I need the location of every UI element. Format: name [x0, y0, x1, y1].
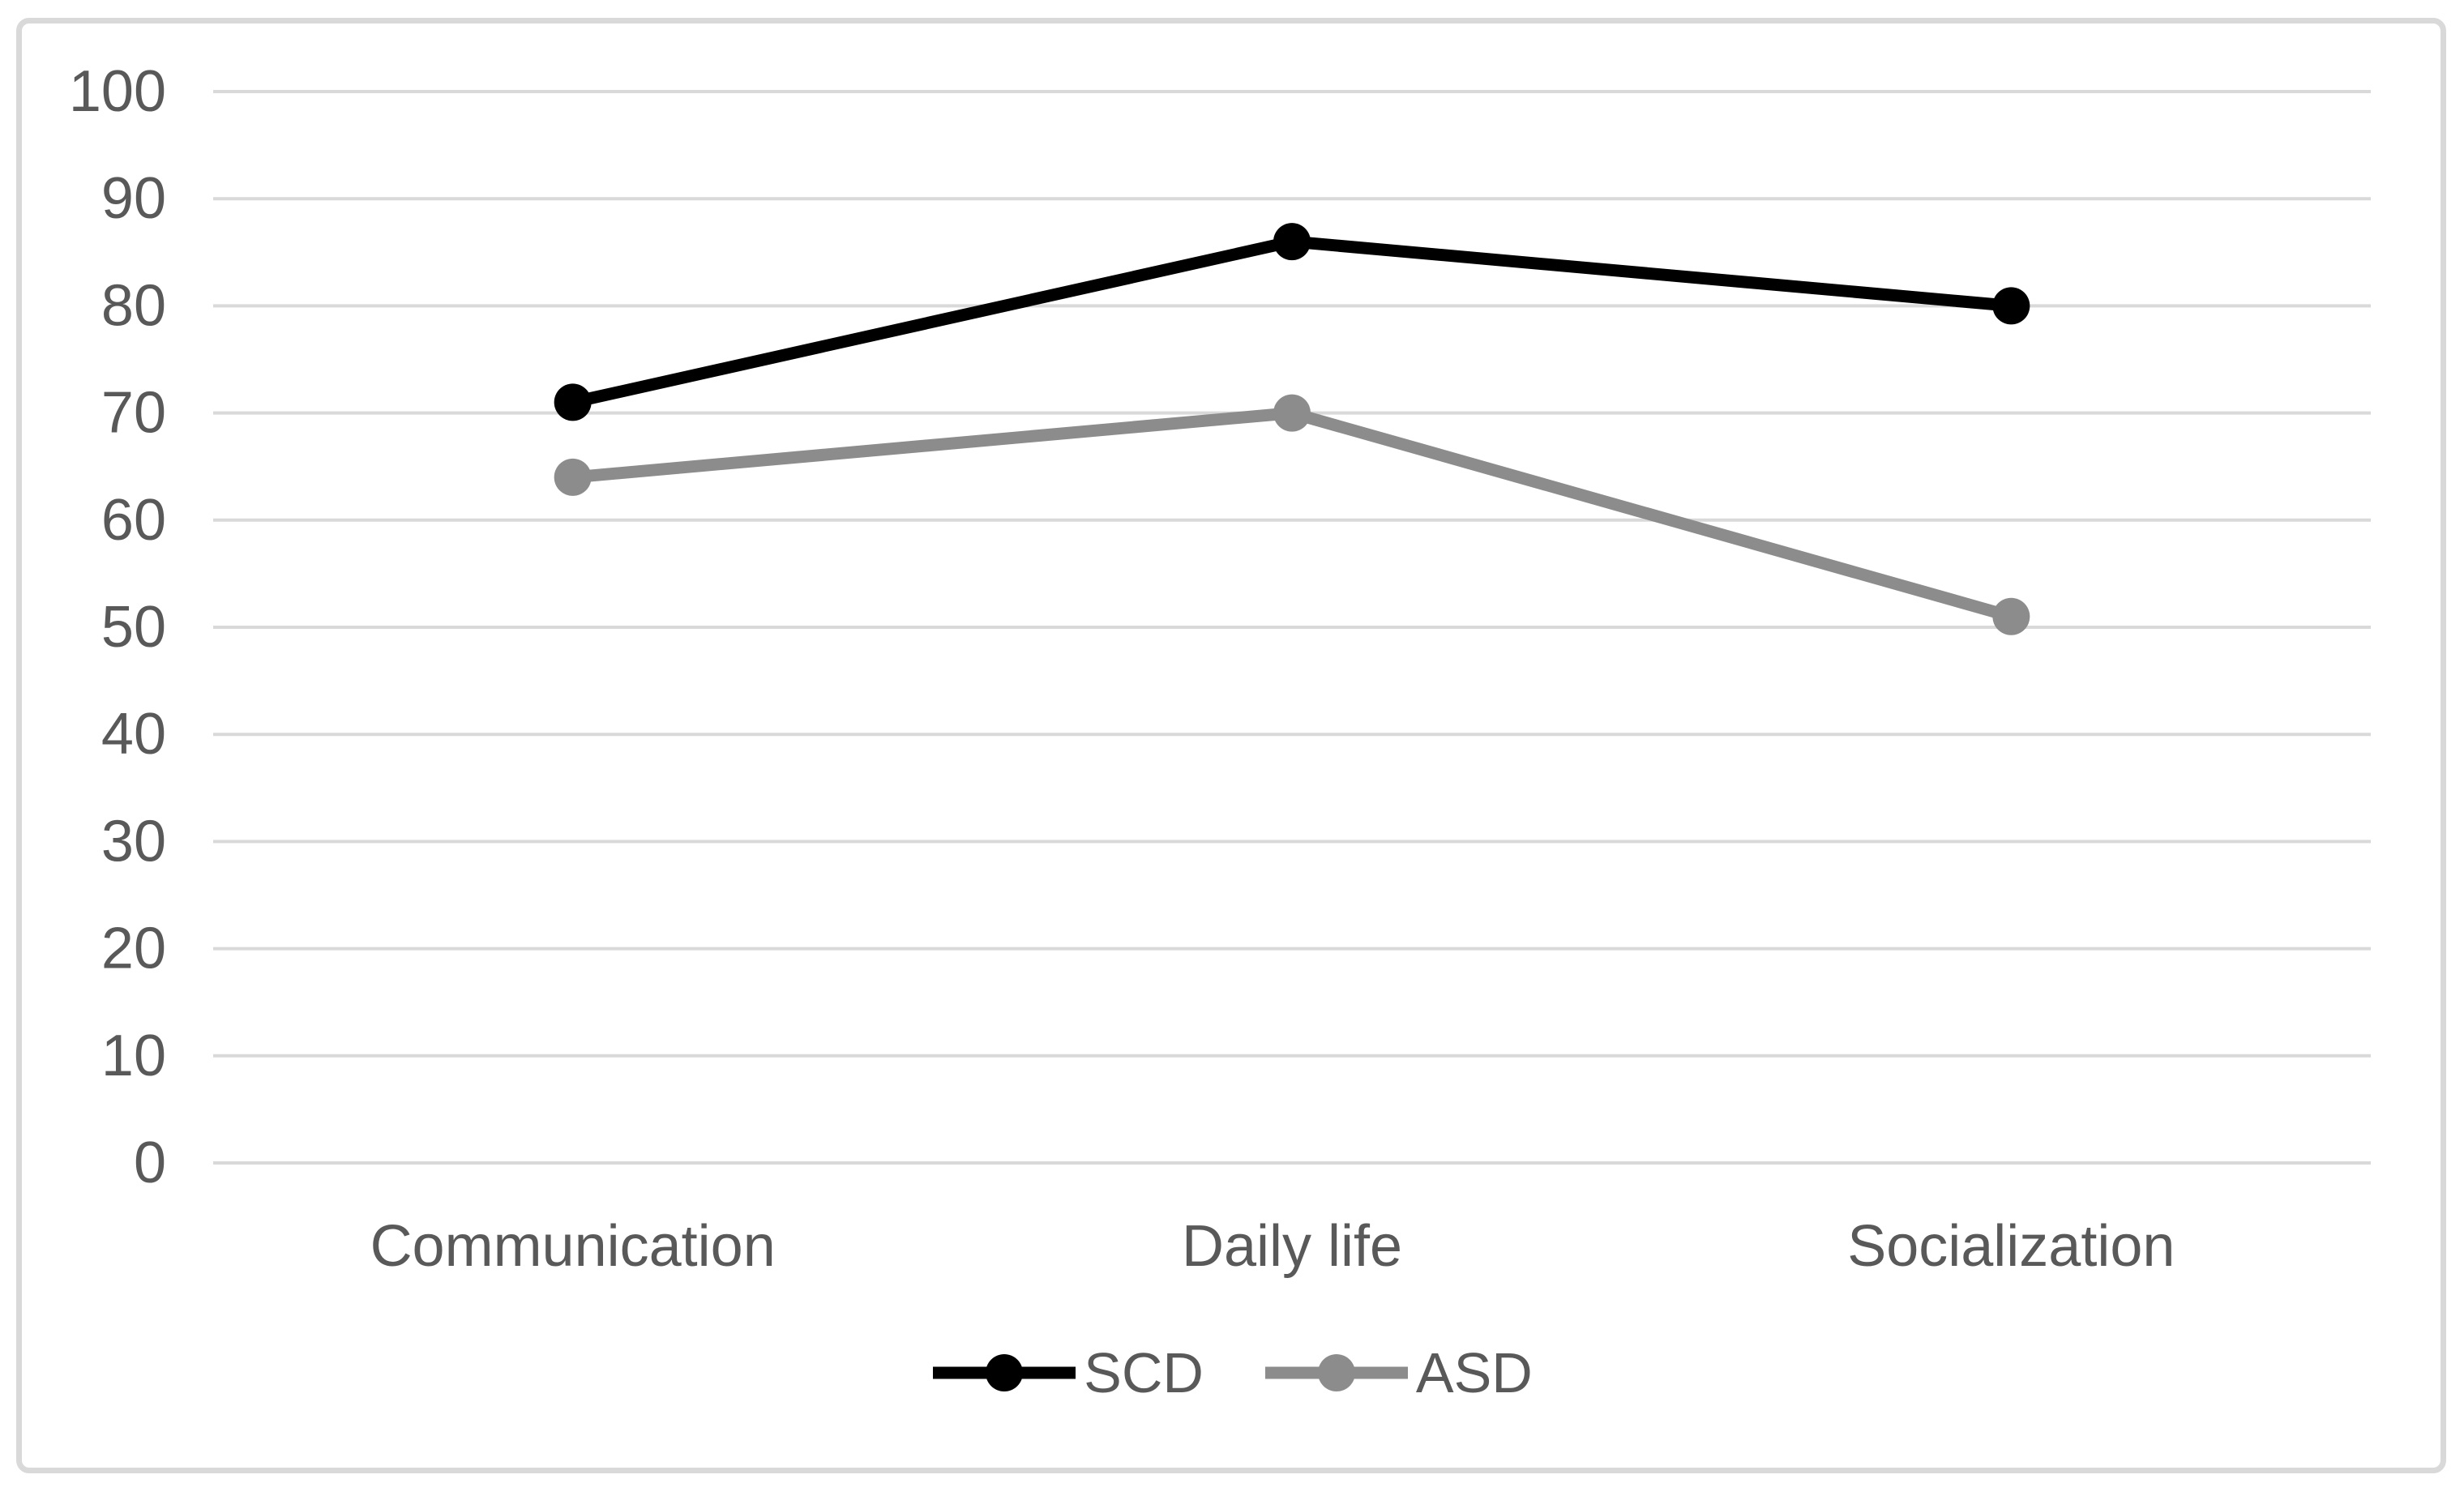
scd-series	[554, 223, 2030, 421]
asd-series-line	[567, 407, 2017, 623]
asd-series-marker	[1992, 597, 2030, 635]
y-axis-tick-labels: 0 10 20 30 40 50 60 70 80 90 100	[69, 59, 166, 1195]
x-axis-category-label: Communication	[370, 1214, 776, 1279]
y-axis-tick-label: 40	[101, 702, 166, 767]
y-axis-tick-label: 50	[101, 595, 166, 660]
legend-item-asd: ASD	[1264, 1344, 1533, 1401]
scd-series-marker	[1273, 223, 1311, 261]
x-axis-category-label: Daily life	[1182, 1214, 1402, 1279]
legend: SCD ASD	[0, 1336, 2464, 1410]
x-axis-category-labels: Communication Daily life Socialization	[370, 1214, 2175, 1279]
legend-label-asd: ASD	[1415, 1341, 1533, 1404]
y-axis-tick-label: 10	[101, 1024, 166, 1088]
y-axis-tick-label: 100	[69, 59, 166, 124]
asd-series-marker	[1273, 394, 1311, 432]
asd-series-swatch	[1264, 1354, 1408, 1391]
asd-series-marker	[554, 458, 592, 496]
asd-series	[554, 394, 2030, 635]
legend-label-scd: SCD	[1084, 1341, 1204, 1404]
y-axis-tick-label: 0	[134, 1131, 166, 1195]
y-axis-tick-label: 30	[101, 809, 166, 874]
legend-item-scd: SCD	[931, 1344, 1204, 1401]
y-axis-tick-label: 60	[101, 488, 166, 553]
x-axis-category-label: Socialization	[1847, 1214, 2175, 1279]
scd-series-line	[567, 235, 2017, 408]
y-axis-tick-label: 80	[101, 273, 166, 338]
scd-series-marker	[1992, 287, 2030, 325]
y-axis-tick-label: 70	[101, 381, 166, 446]
y-axis-tick-label: 20	[101, 917, 166, 981]
scd-series-marker	[554, 383, 592, 421]
scd-series-swatch	[933, 1354, 1076, 1391]
y-axis-tick-label: 90	[101, 166, 166, 231]
